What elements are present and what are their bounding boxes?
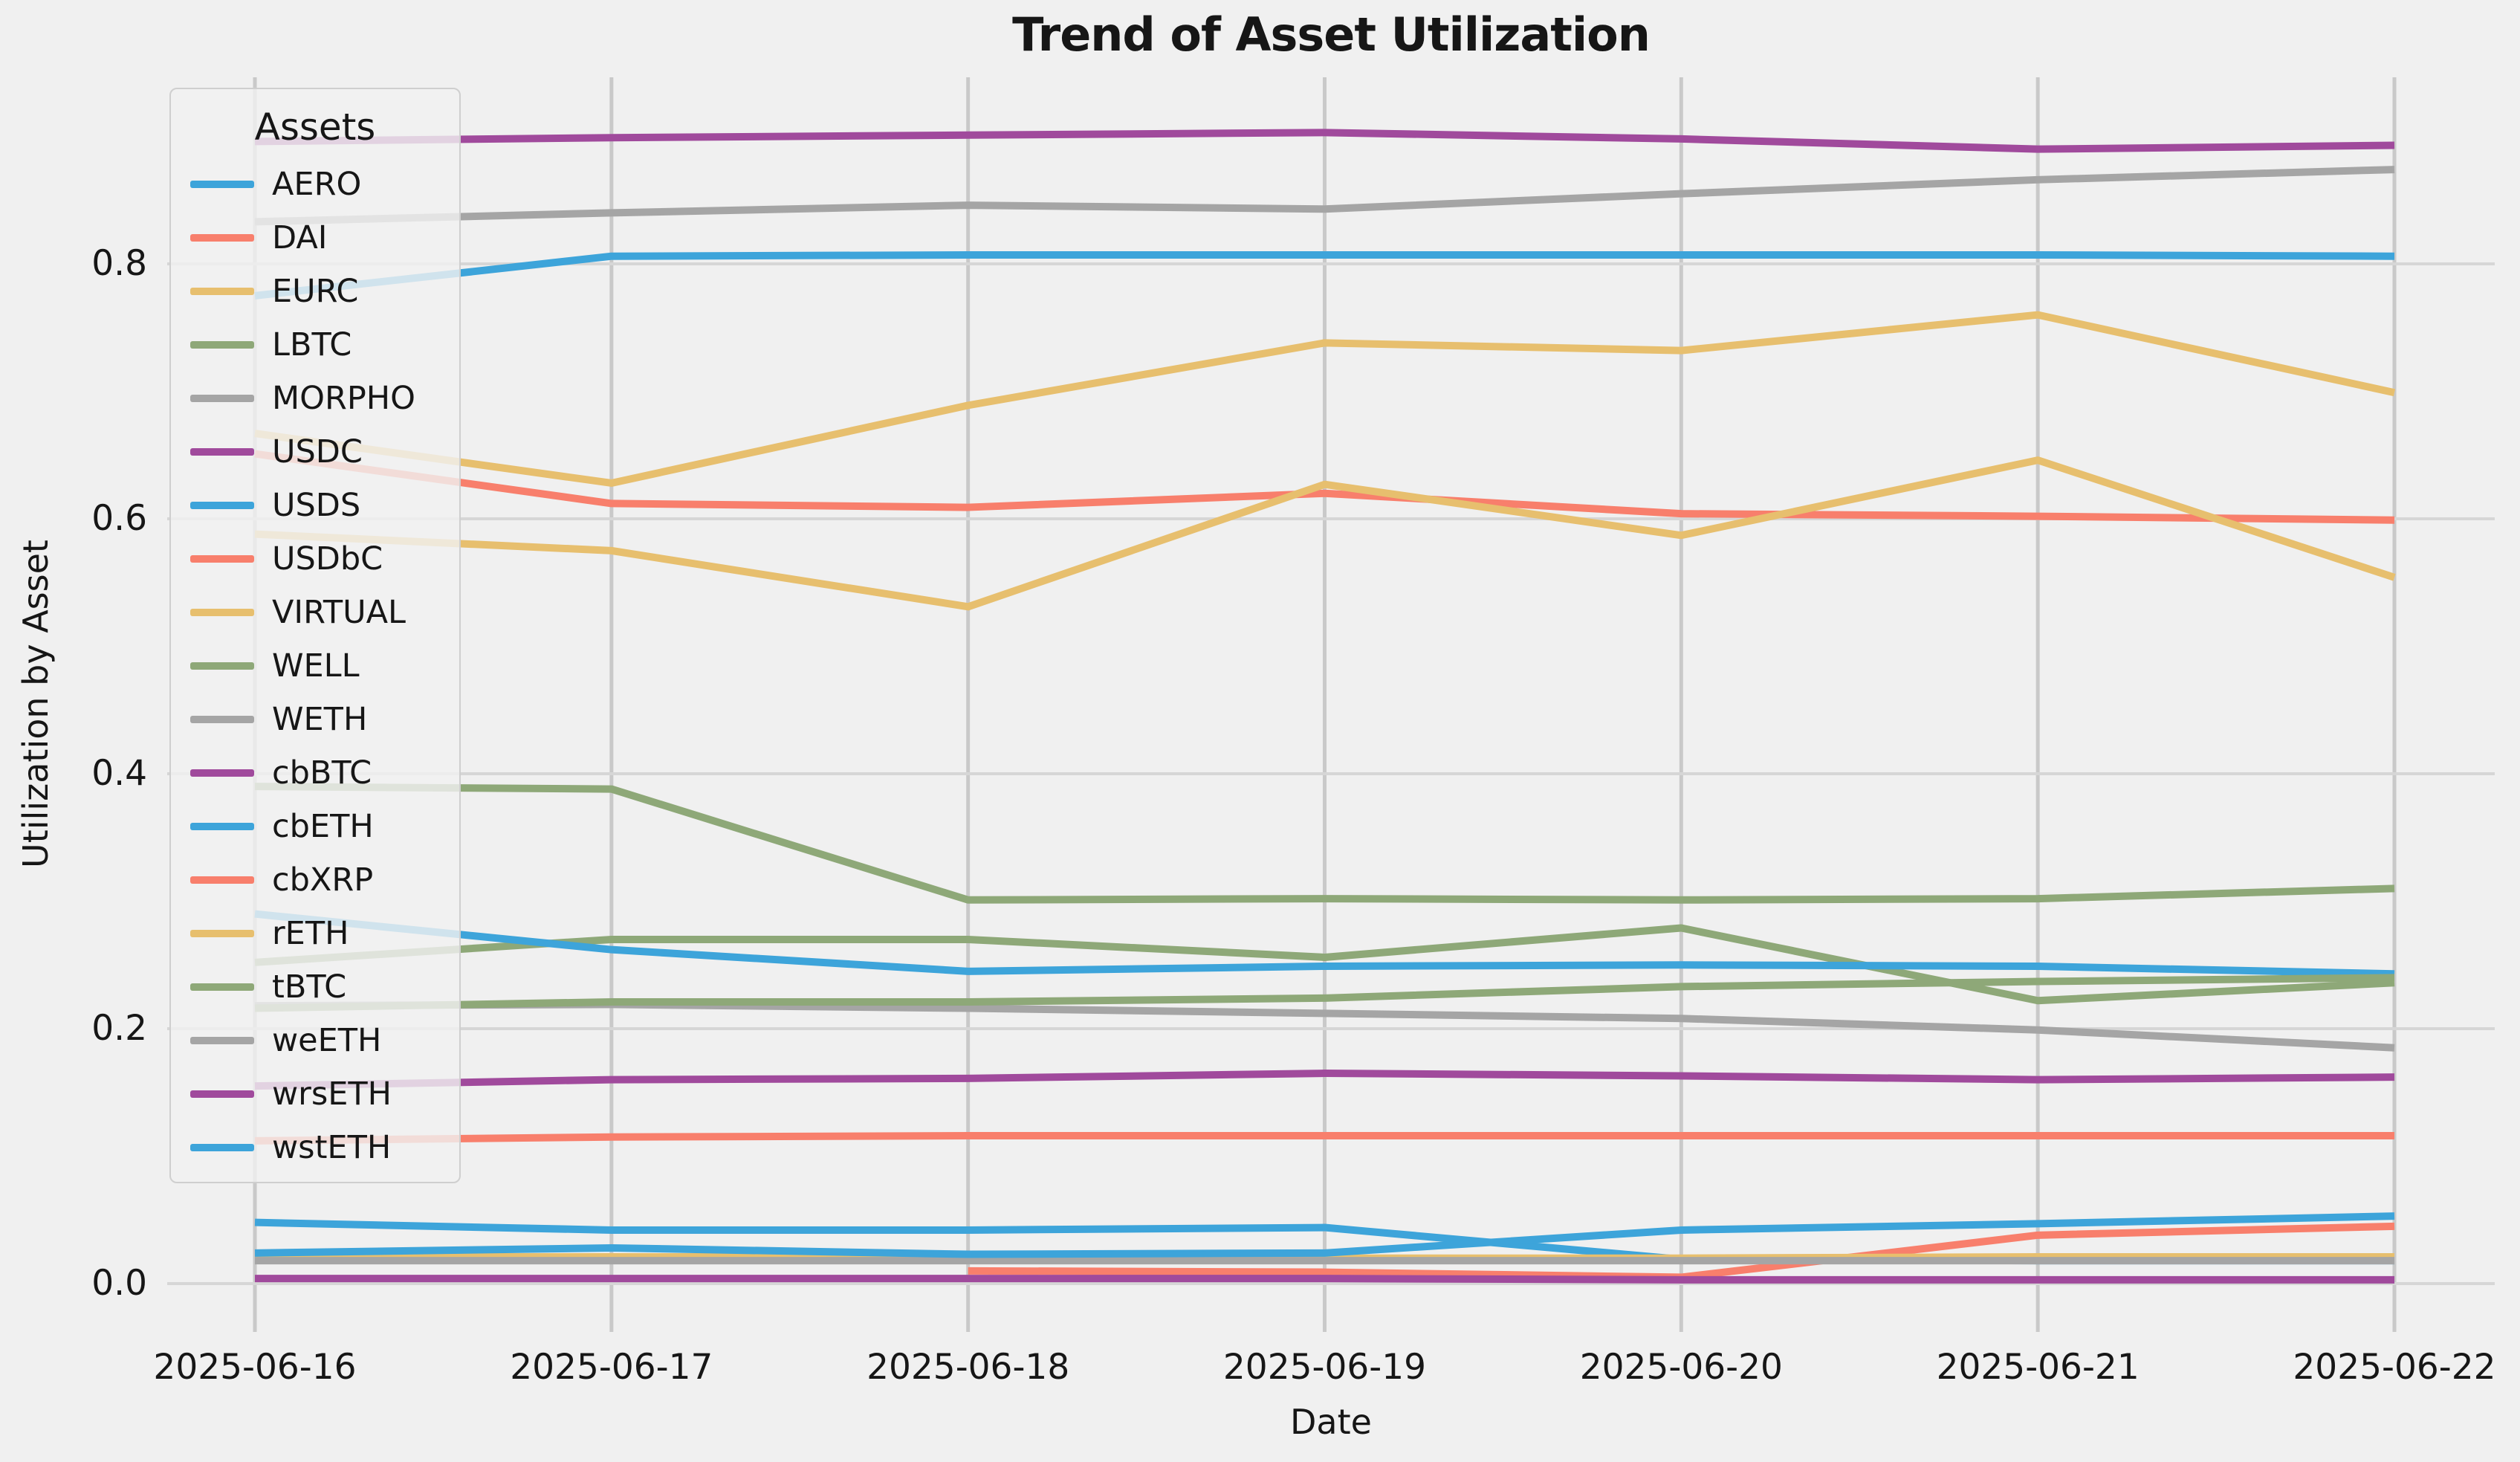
legend-item-wstETH: wstETH	[171, 1121, 459, 1174]
legend-label-tBTC: tBTC	[272, 968, 347, 1006]
x-tick-2025-06-17: 2025-06-17	[510, 1347, 713, 1388]
x-tick-2025-06-16: 2025-06-16	[153, 1347, 357, 1388]
legend-swatch-EURC	[190, 288, 254, 295]
legend-swatch-WELL	[190, 662, 254, 670]
legend-item-rETH: rETH	[171, 907, 459, 960]
y-tick-0.6: 0.6	[91, 498, 147, 539]
y-tick-0.0: 0.0	[91, 1263, 147, 1304]
series-line-MORPHO	[254, 166, 2395, 226]
legend-label-EURC: EURC	[272, 273, 359, 310]
legend-item-WELL: WELL	[171, 639, 459, 693]
legend-label-LBTC: LBTC	[272, 326, 352, 363]
legend-swatch-rETH	[190, 930, 254, 937]
x-axis-label: Date	[1290, 1402, 1372, 1442]
legend-swatch-weETH	[190, 1037, 254, 1044]
legend-label-MORPHO: MORPHO	[272, 380, 415, 417]
legend-label-wstETH: wstETH	[272, 1129, 392, 1166]
series-line-AERO	[254, 250, 2395, 300]
legend-swatch-wrsETH	[190, 1090, 254, 1098]
legend-item-MORPHO: MORPHO	[171, 372, 459, 425]
legend-label-weETH: weETH	[272, 1022, 382, 1059]
legend-label-WETH: WETH	[272, 701, 368, 738]
legend-swatch-AERO	[190, 181, 254, 188]
legend-item-USDbC: USDbC	[171, 532, 459, 586]
legend-swatch-wstETH	[190, 1144, 254, 1151]
legend-item-USDC: USDC	[171, 425, 459, 479]
legend-label-rETH: rETH	[272, 915, 349, 952]
series-line-LBTC	[254, 783, 2395, 904]
legend-swatch-DAI	[190, 234, 254, 242]
series-line-tBTC	[254, 974, 2395, 1012]
legend-swatch-cbETH	[190, 823, 254, 830]
legend-label-VIRTUAL: VIRTUAL	[272, 594, 406, 631]
legend-label-wrsETH: wrsETH	[272, 1076, 392, 1113]
series-line-WELL	[254, 924, 2395, 1005]
legend-item-USDS: USDS	[171, 479, 459, 532]
legend-label-USDbC: USDbC	[272, 540, 383, 578]
legend-item-weETH: weETH	[171, 1014, 459, 1067]
legend-items: AERO DAI EURC LBTC MORPHO USDC USDS USDbC VIRTUA…	[171, 158, 459, 1174]
series-line-wrsETH	[255, 1275, 2394, 1284]
y-axis-label: Utilization by Asset	[16, 540, 56, 868]
legend-item-LBTC: LBTC	[171, 318, 459, 372]
legend-swatch-cbXRP	[190, 876, 254, 884]
legend-label-WELL: WELL	[272, 647, 360, 685]
y-tick-0.2: 0.2	[91, 1008, 147, 1049]
legend-item-EURC: EURC	[171, 265, 459, 318]
series-line-USDbC	[254, 1132, 2394, 1145]
legend-label-AERO: AERO	[272, 166, 362, 203]
series-line-USDC	[254, 129, 2395, 153]
legend-item-DAI: DAI	[171, 211, 459, 265]
series-line-wstETH	[254, 1212, 2395, 1258]
legend-item-wrsETH: wrsETH	[171, 1067, 459, 1121]
legend-item-VIRTUAL: VIRTUAL	[171, 586, 459, 639]
legend-swatch-cbBTC	[190, 769, 254, 777]
legend-item-cbXRP: cbXRP	[171, 853, 459, 907]
legend-swatch-LBTC	[190, 341, 254, 349]
legend-title: Assets	[254, 106, 376, 149]
legend-label-cbXRP: cbXRP	[272, 861, 374, 899]
x-tick-2025-06-18: 2025-06-18	[867, 1347, 1070, 1388]
x-tick-2025-06-21: 2025-06-21	[1936, 1347, 2140, 1388]
series-line-VIRTUAL	[254, 456, 2396, 611]
legend-label-cbBTC: cbBTC	[272, 754, 372, 792]
legend: Assets AERO DAI EURC LBTC MORPHO USDC USDS USDb…	[169, 88, 461, 1183]
legend-label-DAI: DAI	[272, 219, 328, 256]
legend-swatch-USDC	[190, 448, 254, 456]
chart-title: Trend of Asset Utilization	[1012, 7, 1651, 62]
legend-swatch-VIRTUAL	[190, 609, 254, 616]
legend-swatch-WETH	[190, 716, 254, 723]
legend-item-WETH: WETH	[171, 693, 459, 746]
legend-swatch-USDbC	[190, 555, 254, 563]
x-tick-2025-06-19: 2025-06-19	[1222, 1347, 1427, 1388]
legend-item-AERO: AERO	[171, 158, 459, 211]
legend-item-tBTC: tBTC	[171, 960, 459, 1014]
x-tick-2025-06-22: 2025-06-22	[2293, 1347, 2496, 1388]
x-tick-2025-06-20: 2025-06-20	[1579, 1347, 1783, 1388]
legend-swatch-USDS	[190, 502, 254, 509]
legend-swatch-MORPHO	[190, 395, 254, 402]
legend-item-cbETH: cbETH	[171, 800, 459, 853]
series-line-cbETH	[254, 910, 2395, 978]
legend-label-cbETH: cbETH	[272, 808, 374, 845]
y-tick-0.8: 0.8	[91, 243, 147, 284]
series-line-EURC	[254, 311, 2396, 487]
series-line-cbBTC	[254, 1070, 2395, 1090]
legend-item-cbBTC: cbBTC	[171, 746, 459, 800]
legend-label-USDS: USDS	[272, 487, 361, 524]
legend-swatch-tBTC	[190, 983, 254, 991]
legend-label-USDC: USDC	[272, 433, 363, 470]
y-tick-0.4: 0.4	[91, 753, 147, 794]
series-line-DAI	[254, 450, 2395, 524]
